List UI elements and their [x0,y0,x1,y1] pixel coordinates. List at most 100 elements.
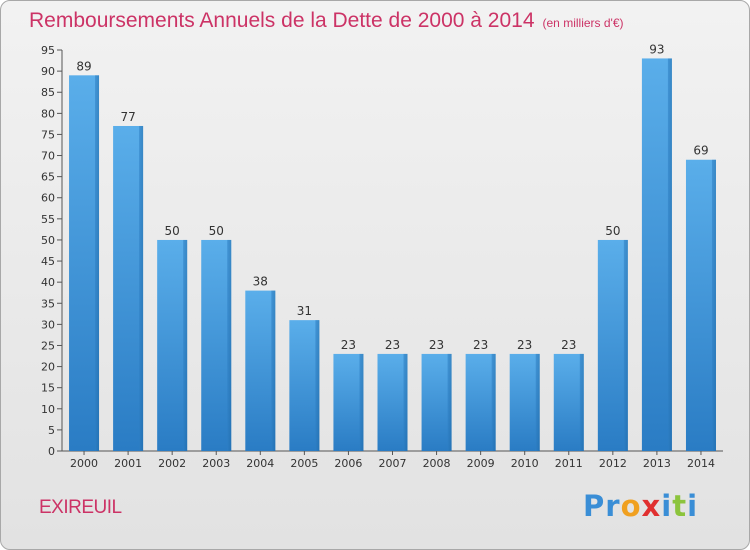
bar-2000 [69,75,100,451]
bar-2008 [421,353,452,451]
logo-letter: t [672,489,688,523]
bar-2009 [465,353,496,451]
value-label: 77 [120,110,135,124]
value-label: 23 [385,338,400,352]
y-tick-label: 35 [41,297,55,310]
bar-2005 [289,320,320,451]
x-tick-label: 2012 [599,457,627,470]
y-tick-label: 30 [41,318,55,331]
value-label: 38 [253,275,268,289]
bar [201,239,232,451]
bar [69,75,100,451]
bar-shade [711,159,716,451]
logo-letter: P [583,489,606,523]
bar-2011 [553,353,584,451]
value-label: 23 [561,338,576,352]
y-tick-label: 95 [41,44,55,57]
bar-shade [95,75,100,451]
value-label: 93 [649,42,664,56]
y-tick-label: 90 [41,65,55,78]
x-tick-label: 2009 [467,457,495,470]
bar [377,353,408,451]
x-tick-label: 2002 [158,457,186,470]
x-tick-label: 2004 [246,457,274,470]
value-label: 50 [209,224,224,238]
bar-2001 [113,125,144,452]
logo-letter: i [687,489,699,523]
y-tick-label: 55 [41,213,55,226]
bar [289,320,320,451]
bar-shade [315,320,320,451]
bar [157,239,188,451]
proxiti-logo: Proxiti [583,489,698,523]
x-tick-label: 2006 [334,457,362,470]
value-label: 23 [473,338,488,352]
bar-2003 [201,239,232,451]
y-tick-label: 85 [41,86,55,99]
bar-2013 [641,58,672,451]
bar-shade [403,353,408,451]
bar-shade [359,353,364,451]
bar [597,239,628,451]
x-tick-label: 2001 [114,457,142,470]
x-tick-label: 2005 [290,457,318,470]
bar-2010 [509,353,540,451]
value-label: 69 [693,144,708,158]
x-tick-label: 2008 [423,457,451,470]
bar-2006 [333,353,364,451]
bar-shade [271,290,276,451]
x-tick-label: 2000 [70,457,98,470]
bar-shade [667,58,672,451]
bar-shade [183,239,188,451]
y-tick-label: 65 [41,171,55,184]
bar [465,353,496,451]
y-tick-label: 25 [41,339,55,352]
y-tick-label: 80 [41,107,55,120]
bar-shade [447,353,452,451]
bar-2004 [245,290,276,451]
bar [245,290,276,451]
bar [553,353,584,451]
y-tick-label: 45 [41,255,55,268]
y-tick-label: 60 [41,192,55,205]
bar [113,125,144,452]
bar [421,353,452,451]
x-tick-label: 2014 [687,457,715,470]
logo-letter: x [641,489,662,523]
bar-shade [623,239,628,451]
y-tick-label: 20 [41,361,55,374]
bar-2007 [377,353,408,451]
x-tick-label: 2007 [379,457,407,470]
value-label: 89 [76,59,91,73]
y-tick-label: 40 [41,276,55,289]
bar-shade [227,239,232,451]
bar-2002 [157,239,188,451]
y-tick-label: 5 [48,424,55,437]
bar [641,58,672,451]
bar [685,159,716,451]
value-label: 50 [605,224,620,238]
chart-title: Remboursements Annuels de la Dette de 20… [29,9,624,32]
bar [509,353,540,451]
logo-letter: r [605,489,621,523]
value-label: 23 [341,338,356,352]
y-tick-label: 10 [41,403,55,416]
logo-letter: i [661,489,673,523]
bar-shade [579,353,584,451]
x-tick-label: 2010 [511,457,539,470]
bar [333,353,364,451]
bar-shade [535,353,540,451]
bar-2014 [685,159,716,451]
value-label: 23 [517,338,532,352]
y-tick-label: 0 [48,445,55,458]
value-label: 50 [165,224,180,238]
y-tick-label: 75 [41,128,55,141]
y-tick-label: 50 [41,234,55,247]
x-tick-label: 2013 [643,457,671,470]
value-label: 23 [429,338,444,352]
logo-letter: o [620,489,642,523]
y-tick-label: 70 [41,150,55,163]
bar-2012 [597,239,628,451]
